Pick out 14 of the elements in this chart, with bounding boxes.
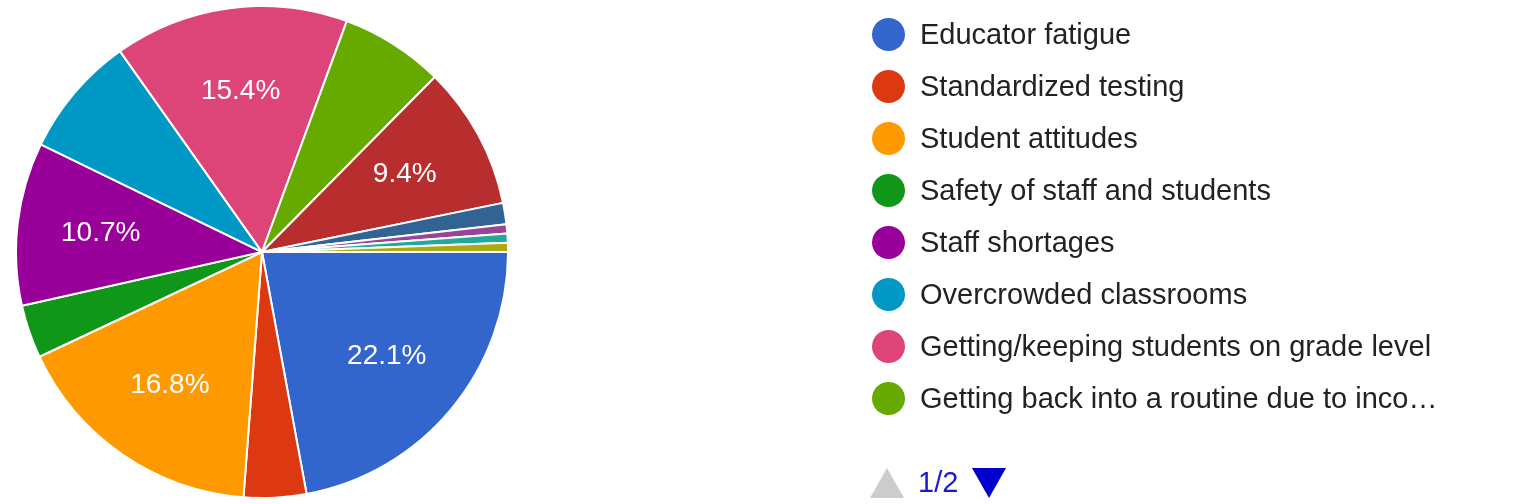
data-label: 9.4% <box>372 157 437 189</box>
data-label: 22.1% <box>347 338 427 370</box>
legend-label: Getting/keeping students on grade level <box>920 329 1432 363</box>
legend-label: Getting back into a routine due to inco… <box>920 381 1438 415</box>
legend-label: Staff shortages <box>920 225 1115 259</box>
legend-label: Overcrowded classrooms <box>920 277 1248 311</box>
legend-label: Student attitudes <box>920 121 1138 155</box>
data-label: 10.7% <box>61 215 141 247</box>
data-label: 16.8% <box>130 368 210 400</box>
legend-label: Standardized testing <box>920 69 1185 103</box>
data-label: 15.4% <box>200 73 281 105</box>
legend-label: Safety of staff and students <box>920 173 1271 207</box>
legend-label: Educator fatigue <box>920 17 1132 51</box>
text: 1/2 <box>918 466 959 499</box>
